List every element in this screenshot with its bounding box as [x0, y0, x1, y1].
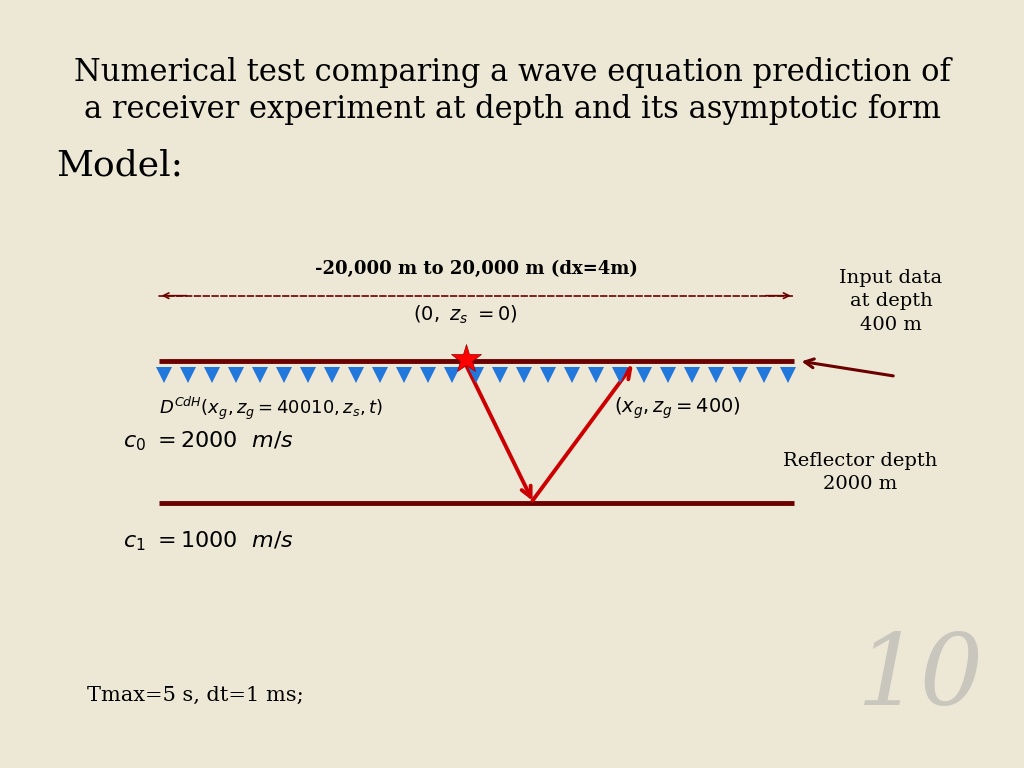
Text: 10: 10: [856, 631, 983, 726]
Text: $c_0\ =2000\ \ m/s$: $c_0\ =2000\ \ m/s$: [123, 430, 294, 453]
Text: $(0,\ z_s\ =0)$: $(0,\ z_s\ =0)$: [414, 304, 518, 326]
Text: Reflector depth
2000 m: Reflector depth 2000 m: [783, 452, 937, 493]
Text: -20,000 m to 20,000 m (dx=4m): -20,000 m to 20,000 m (dx=4m): [314, 260, 638, 278]
Text: Model:: Model:: [56, 148, 183, 182]
Text: Input data
at depth
400 m: Input data at depth 400 m: [840, 269, 942, 334]
Text: $c_1\ =1000\ \ m/s$: $c_1\ =1000\ \ m/s$: [123, 530, 294, 553]
Text: a receiver experiment at depth and its asymptotic form: a receiver experiment at depth and its a…: [84, 94, 940, 124]
Text: Numerical test comparing a wave equation prediction of: Numerical test comparing a wave equation…: [74, 58, 950, 88]
Text: $(x_g,z_g=400)$: $(x_g,z_g=400)$: [614, 396, 741, 422]
Text: Tmax=5 s, dt=1 ms;: Tmax=5 s, dt=1 ms;: [87, 686, 304, 704]
Text: $D^{CdH}(x_g,z_g=40010,z_s,t)$: $D^{CdH}(x_g,z_g=40010,z_s,t)$: [159, 395, 383, 422]
